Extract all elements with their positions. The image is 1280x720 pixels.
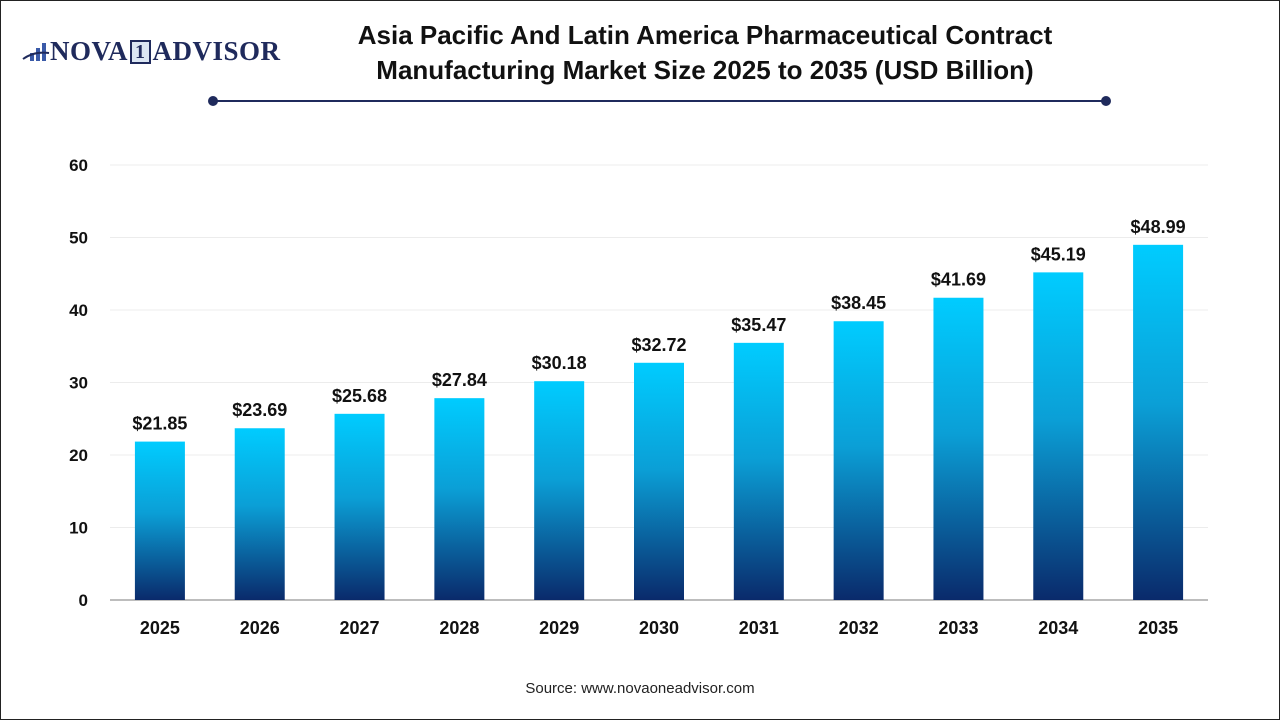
y-tick-label: 10: [69, 519, 88, 538]
y-tick-label: 40: [69, 301, 88, 320]
chart-title: Asia Pacific And Latin America Pharmaceu…: [300, 18, 1110, 88]
y-tick-label: 0: [79, 591, 88, 610]
bar-2032: [833, 321, 884, 600]
x-tick-label: 2025: [140, 618, 180, 638]
bar-chart-swoosh-icon: [22, 42, 50, 61]
x-tick-label: 2034: [1038, 618, 1078, 638]
source-note: Source: www.novaoneadvisor.com: [525, 680, 755, 697]
logo-text-one: 1: [130, 39, 151, 64]
data-label: $35.47: [731, 315, 786, 335]
title-divider-dot-left: [208, 96, 218, 106]
chart-title-line2: Manufacturing Market Size 2025 to 2035 (…: [376, 55, 1034, 85]
y-tick-label: 30: [69, 374, 88, 393]
bar-2035: [1133, 244, 1184, 600]
data-label: $45.19: [1031, 244, 1086, 264]
title-divider: [213, 100, 1106, 102]
data-label: $21.85: [132, 414, 187, 434]
chart-title-line1: Asia Pacific And Latin America Pharmaceu…: [357, 20, 1053, 50]
data-label: $41.69: [931, 270, 986, 290]
bar-2025: [134, 441, 185, 600]
logo-text-advisor: ADVISOR: [152, 36, 281, 66]
data-label: $38.45: [831, 293, 886, 313]
data-label: $32.72: [631, 335, 686, 355]
bar-2029: [534, 381, 585, 600]
title-divider-dot-right: [1101, 96, 1111, 106]
logo-text-nova: NOVA: [50, 36, 129, 66]
y-tick-label: 20: [69, 446, 88, 465]
x-tick-label: 2028: [439, 618, 479, 638]
x-tick-label: 2035: [1138, 618, 1178, 638]
data-label: $48.99: [1131, 217, 1186, 237]
data-label: $25.68: [332, 386, 387, 406]
bar-2028: [434, 398, 485, 600]
data-label: $30.18: [532, 353, 587, 373]
bar-2027: [334, 413, 385, 600]
data-label: $23.69: [232, 400, 287, 420]
x-tick-label: 2032: [839, 618, 879, 638]
bar-2031: [733, 342, 784, 600]
bar-2033: [933, 297, 984, 600]
x-tick-label: 2026: [240, 618, 280, 638]
x-tick-label: 2030: [639, 618, 679, 638]
y-tick-label: 60: [69, 156, 88, 175]
bar-2026: [234, 428, 285, 600]
bar-2030: [634, 362, 684, 600]
x-tick-label: 2031: [739, 618, 779, 638]
logo: NOVA 1 ADVISOR: [22, 36, 281, 67]
x-tick-label: 2027: [340, 618, 380, 638]
x-tick-label: 2033: [938, 618, 978, 638]
y-tick-label: 50: [69, 229, 88, 248]
x-tick-label: 2029: [539, 618, 579, 638]
bar-2034: [1033, 272, 1084, 600]
data-label: $27.84: [432, 370, 487, 390]
